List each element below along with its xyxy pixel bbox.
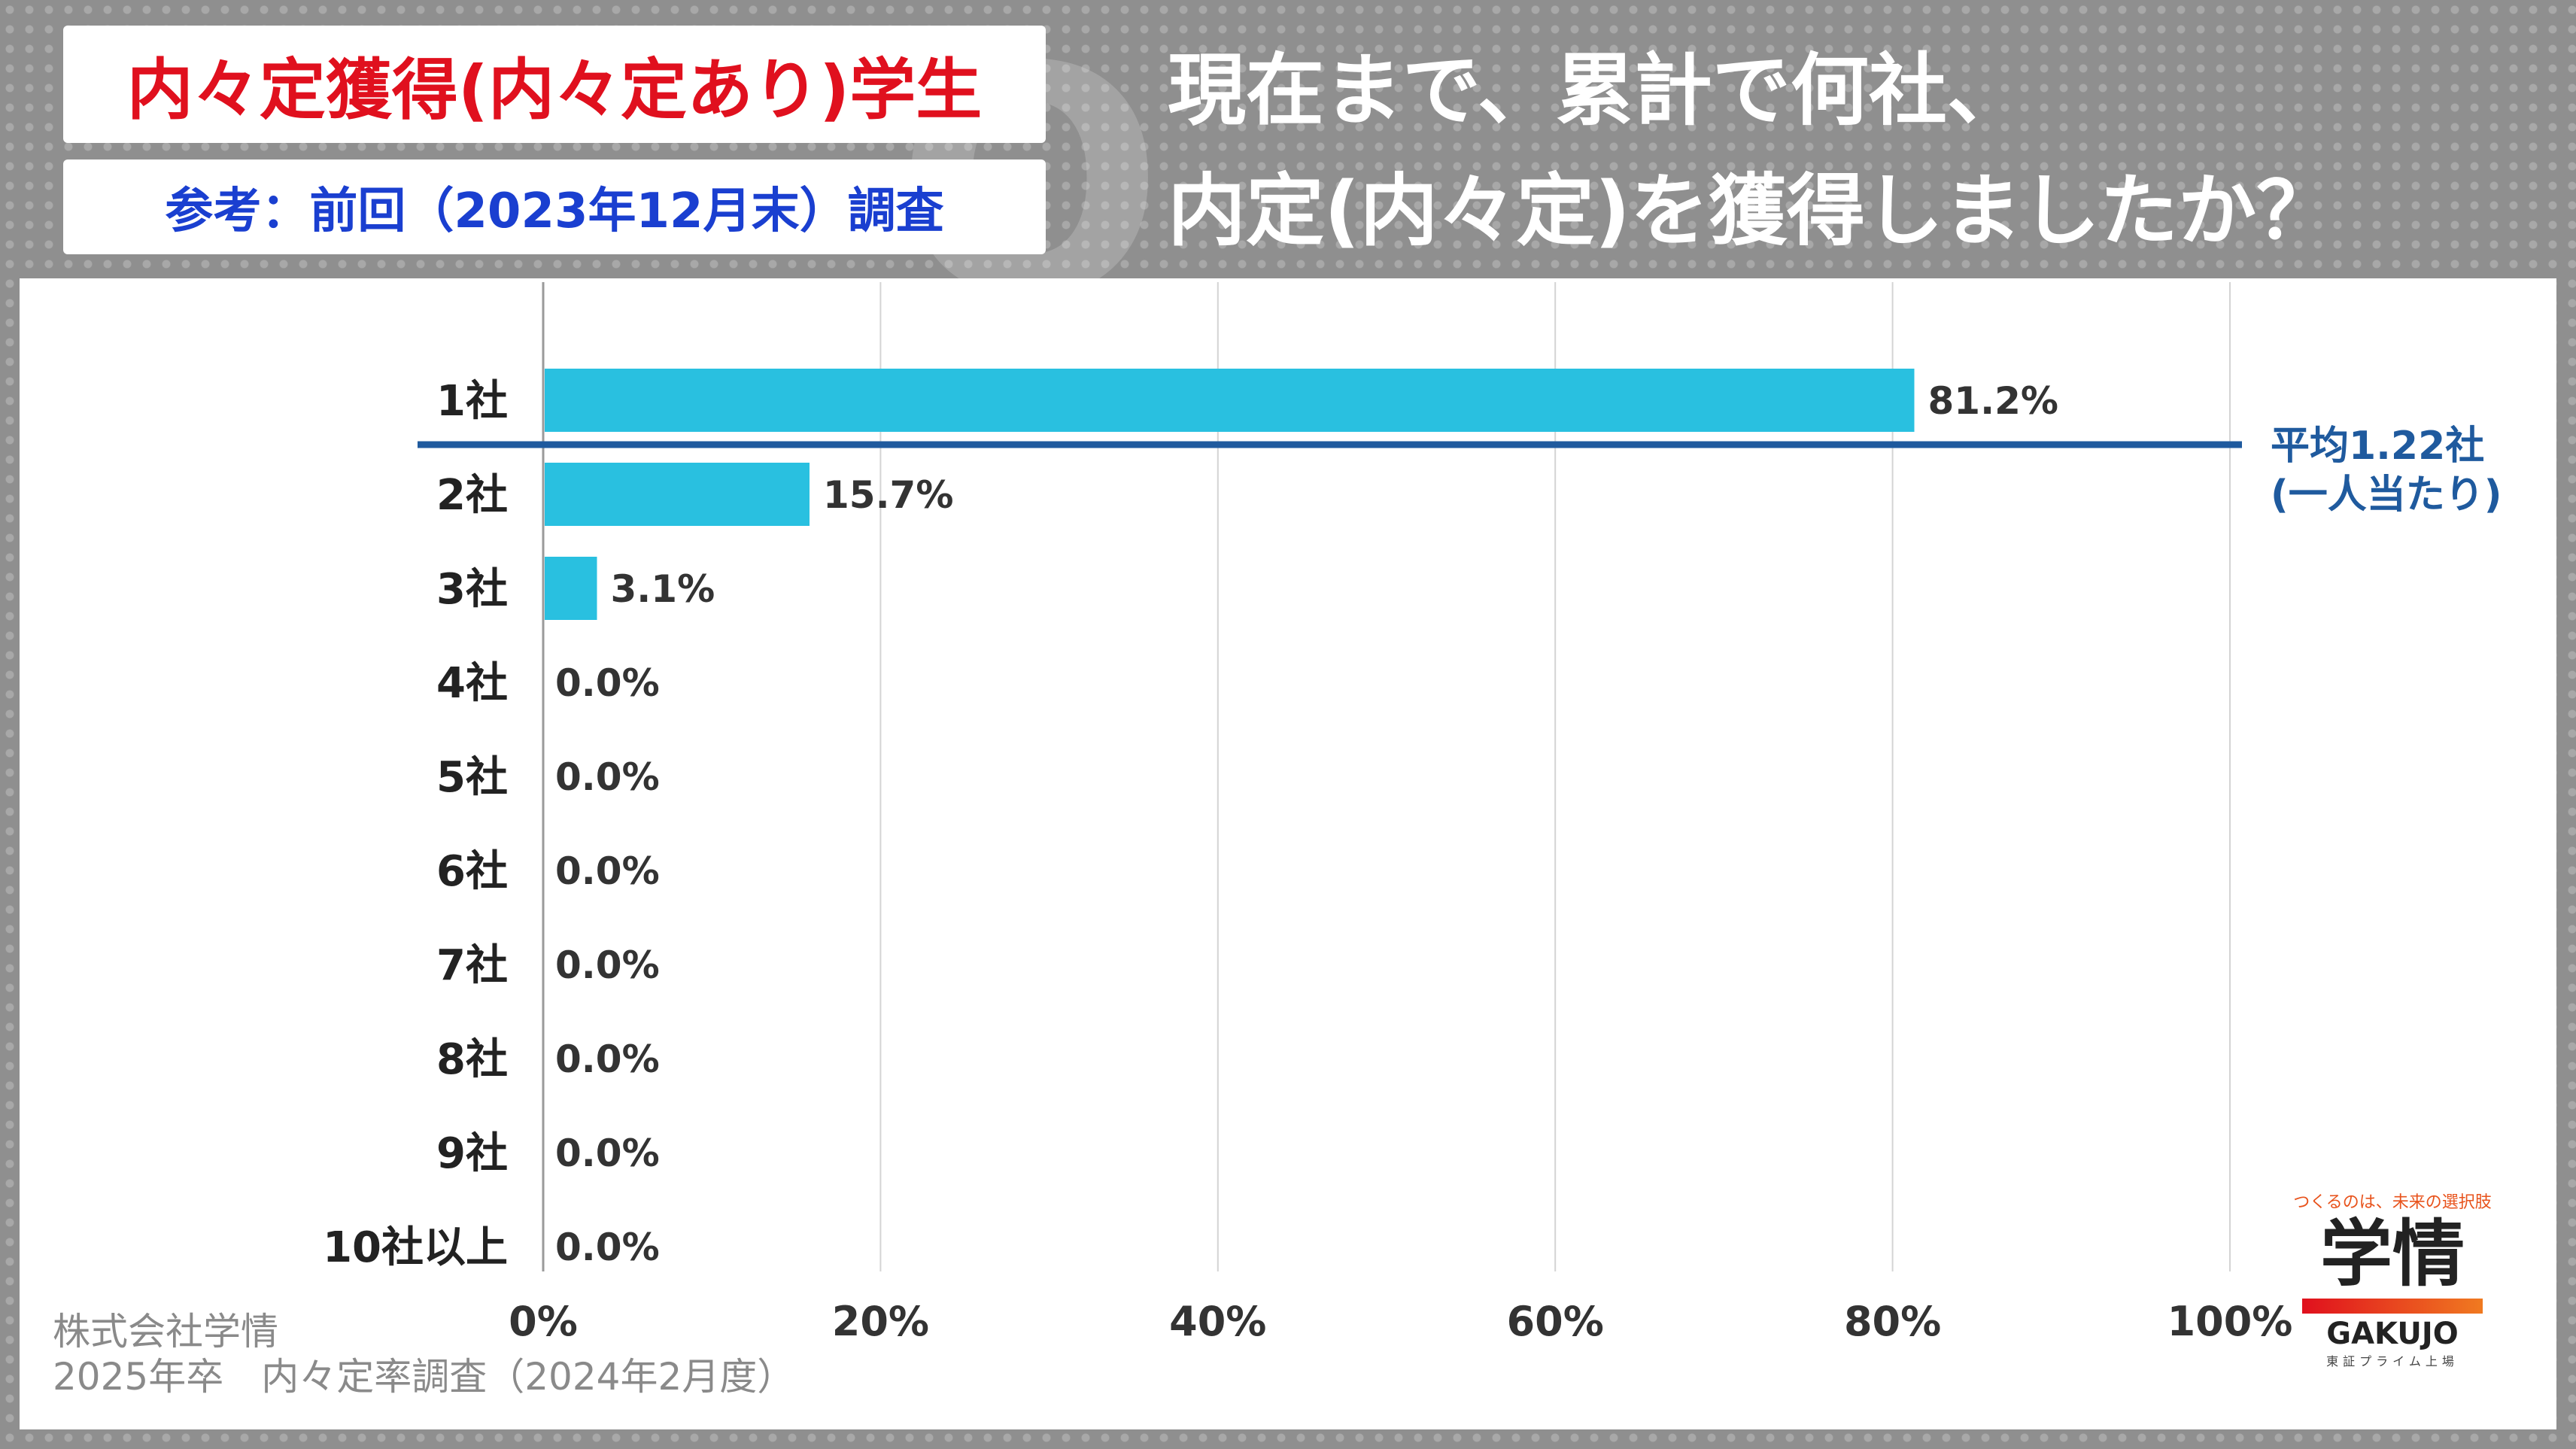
value-label: 81.2% [1928, 379, 2058, 423]
category-label: 9社 [436, 1129, 508, 1178]
value-label: 0.0% [555, 755, 660, 799]
survey-question: 現在まで、累計で何社、 内定(内々定)を獲得しましたか？ [1168, 30, 2522, 271]
logo-tagline: つくるのは、未来の選択肢 [2293, 1193, 2492, 1212]
category-label: 6社 [436, 847, 508, 896]
value-label: 0.0% [555, 661, 660, 705]
bar [545, 369, 1915, 432]
segment-tag: 内々定獲得(内々定あり)学生 [63, 26, 1046, 143]
question-line-1: 現在まで、累計で何社、 [1168, 44, 2025, 136]
value-label: 0.0% [555, 1226, 660, 1269]
value-label: 0.0% [555, 1132, 660, 1175]
value-label: 0.0% [555, 849, 660, 893]
footer-company: 株式会社学情 [53, 1310, 278, 1353]
reference-tag-text: 参考：前回（2023年12月末）調査 [165, 184, 944, 239]
footer-survey: 2025年卒 内々定率調査（2024年2月度） [53, 1355, 795, 1399]
category-label: 8社 [436, 1035, 508, 1084]
x-tick-label: 60% [1507, 1298, 1604, 1345]
average-sublabel: (一人当たり) [2271, 472, 2502, 518]
logo-bar [2302, 1299, 2483, 1314]
question-line-2: 内定(内々定)を獲得しましたか？ [1168, 165, 2335, 257]
category-label: 10社以上 [323, 1223, 508, 1272]
value-label: 0.0% [555, 943, 660, 987]
chart-panel [20, 278, 2556, 1429]
category-label: 7社 [436, 941, 508, 990]
gakujo-logo: つくるのは、未来の選択肢 学情 GAKUJO 東証プライム上場 [2287, 1189, 2498, 1369]
reference-tag: 参考：前回（2023年12月末）調査 [63, 159, 1046, 254]
value-label: 15.7% [823, 473, 953, 517]
category-label: 5社 [436, 753, 508, 802]
category-label: 3社 [436, 565, 508, 614]
category-label: 4社 [436, 659, 508, 708]
average-label: 平均1.22社 [2271, 424, 2484, 469]
value-label: 0.0% [555, 1037, 660, 1081]
segment-tag-text: 内々定獲得(内々定あり)学生 [126, 50, 983, 129]
x-tick-label: 80% [1844, 1298, 1941, 1345]
x-tick-label: 0% [509, 1298, 578, 1345]
category-label: 1社 [436, 377, 508, 426]
x-tick-label: 40% [1169, 1298, 1266, 1345]
footer-source: 株式会社学情 2025年卒 内々定率調査（2024年2月度） [53, 1309, 794, 1399]
logo-mark: 学情 [2320, 1212, 2465, 1296]
logo-brand: GAKUJO [2326, 1317, 2459, 1351]
logo-sub: 東証プライム上場 [2326, 1354, 2459, 1368]
bar [545, 557, 597, 620]
category-label: 2社 [436, 471, 508, 520]
bar [545, 463, 810, 526]
x-tick-label: 100% [2167, 1298, 2293, 1345]
x-tick-label: 20% [832, 1298, 929, 1345]
value-label: 3.1% [611, 567, 715, 611]
